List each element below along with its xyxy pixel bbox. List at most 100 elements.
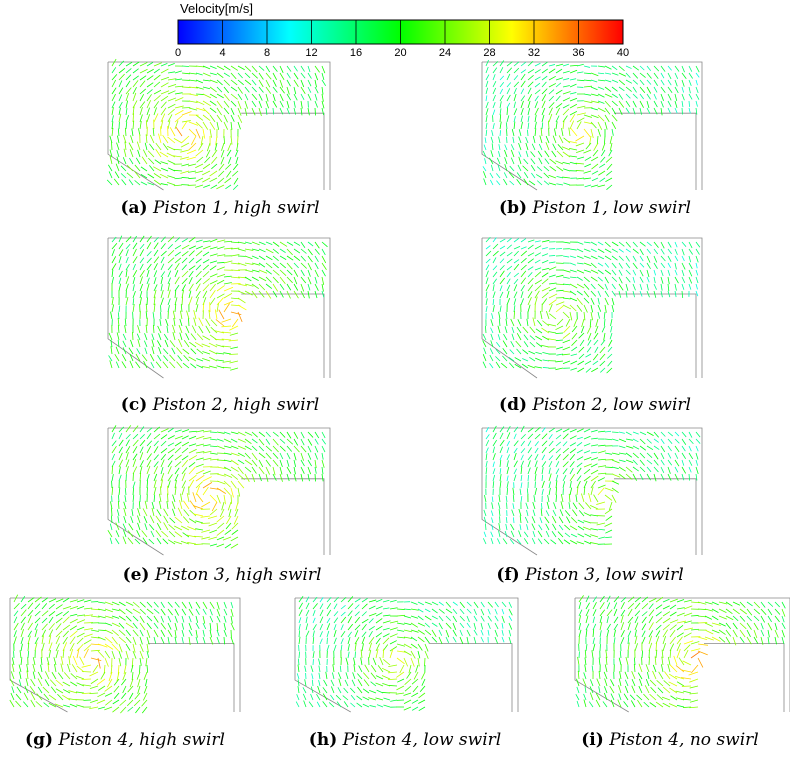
velocity-vector [506,454,510,461]
velocity-vector [237,438,246,443]
velocity-vector [195,430,204,433]
velocity-vector [597,72,605,75]
velocity-vector [132,277,136,285]
velocity-vector [139,629,144,637]
velocity-vector [132,601,140,608]
velocity-vector [314,100,318,108]
velocity-vector [492,271,498,278]
velocity-vector [681,459,685,466]
velocity-vector [473,622,477,630]
velocity-vector [340,611,346,617]
velocity-vector [322,701,328,708]
velocity-vector [611,487,619,494]
velocity-vector [663,680,671,687]
velocity-vector [485,270,489,278]
velocity-vector [258,269,268,274]
velocity-vector [200,135,204,145]
velocity-vector [202,264,210,271]
velocity-vector [538,524,543,531]
velocity-vector [208,522,218,527]
velocity-vector [300,65,305,72]
velocity-vector [618,65,625,72]
velocity-vector [174,297,178,306]
velocity-vector [484,137,487,144]
velocity-vector [134,164,141,172]
velocity-vector [781,622,786,630]
velocity-vector [674,262,677,270]
velocity-vector [221,325,232,328]
velocity-vector [681,452,687,460]
velocity-vector [235,501,239,512]
velocity-vector [466,636,469,645]
velocity-vector [604,283,608,290]
velocity-vector [548,304,553,313]
velocity-vector [618,459,626,463]
velocity-vector [632,466,639,472]
velocity-vector [195,469,205,475]
velocity-vector [498,509,501,517]
velocity-vector [223,275,232,278]
velocity-vector [590,297,595,305]
velocity-vector [551,150,557,158]
velocity-vector [627,630,632,638]
velocity-vector [181,480,187,489]
velocity-vector [258,72,264,80]
velocity-vector [202,351,211,355]
velocity-vector [13,616,18,624]
velocity-vector [662,686,671,694]
velocity-vector [683,640,694,645]
velocity-vector [230,121,233,130]
velocity-vector [132,481,136,489]
velocity-vector [125,425,132,433]
velocity-vector [244,79,252,86]
velocity-vector [499,473,502,482]
velocity-vector [611,100,618,107]
velocity-vector [318,658,321,666]
velocity-vector [452,615,458,623]
velocity-vector [597,184,606,188]
velocity-vector [676,599,685,603]
velocity-vector [489,157,494,165]
velocity-vector [116,150,120,158]
velocity-vector [202,450,212,454]
velocity-vector [265,100,269,109]
velocity-vector [625,255,630,262]
velocity-vector [540,502,543,510]
flow-panel [481,237,703,379]
velocity-vector [625,276,631,283]
velocity-vector [492,81,497,88]
velocity-vector [48,649,51,659]
velocity-vector [689,692,699,695]
velocity-vector [576,79,585,82]
velocity-vector [667,86,673,93]
velocity-vector [541,480,545,489]
velocity-vector [111,127,114,137]
velocity-vector [153,237,159,243]
velocity-vector [618,107,623,115]
velocity-vector [26,670,29,680]
velocity-vector [506,466,510,475]
velocity-vector [32,657,36,666]
velocity-vector [202,482,213,489]
velocity-vector [209,458,219,461]
velocity-vector [505,523,508,531]
velocity-vector [584,533,592,538]
velocity-vector [167,114,173,123]
velocity-vector [167,539,176,545]
velocity-vector [578,595,584,603]
velocity-vector [230,262,240,265]
velocity-vector [662,598,670,603]
velocity-vector [244,269,254,273]
velocity-vector [188,290,192,299]
velocity-vector [618,100,625,108]
velocity-vector [555,367,564,371]
velocity-vector [505,122,508,130]
velocity-vector [153,629,159,638]
velocity-vector [112,706,120,713]
velocity-vector [585,353,592,358]
velocity-vector [307,438,313,446]
velocity-vector [653,65,660,72]
velocity-vector [92,664,99,673]
velocity-vector [695,100,698,107]
velocity-vector [181,467,188,475]
